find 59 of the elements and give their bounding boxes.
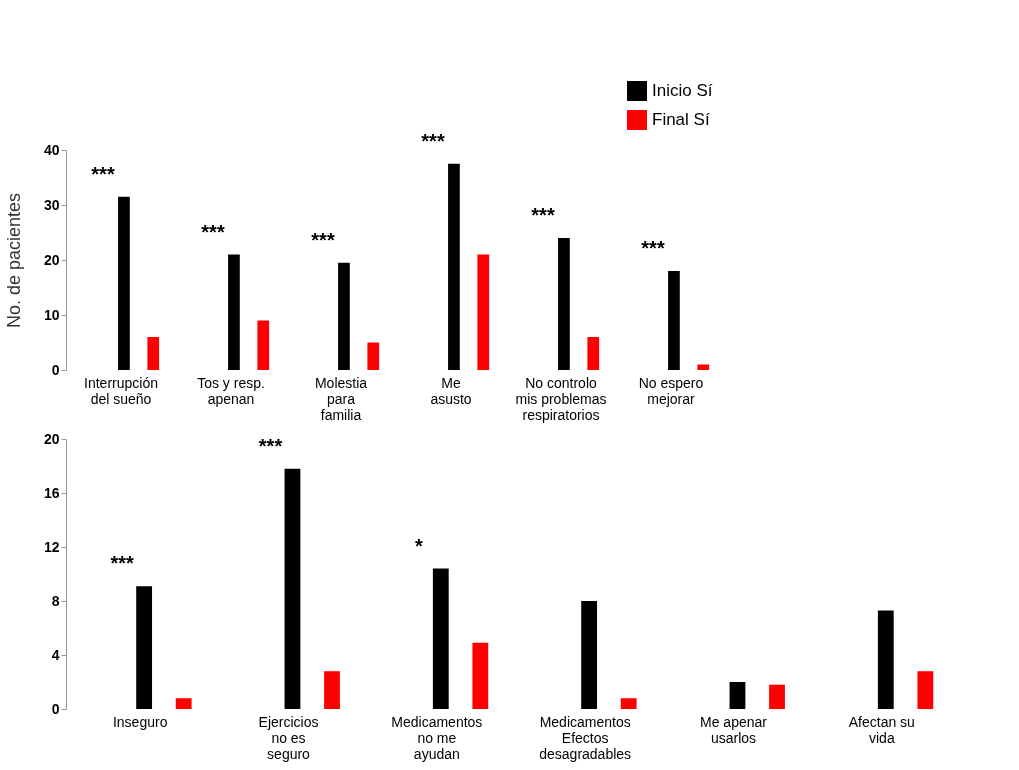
bar xyxy=(877,610,894,709)
bar xyxy=(729,682,746,709)
annotation: *** xyxy=(258,434,283,457)
bar xyxy=(668,271,680,370)
legend-label: Final Sí xyxy=(652,110,710,129)
legend-label: Inicio Sí xyxy=(652,81,713,100)
x-tick-label: Interrupción del sueño xyxy=(84,374,158,407)
y-tick-label: 12 xyxy=(43,538,60,555)
x-tick-label: No espero mejorar xyxy=(638,374,704,407)
y-axis-title: No. de pacientes xyxy=(3,192,24,329)
bar xyxy=(558,238,570,370)
y-tick-label: 30 xyxy=(43,196,60,213)
y-tick-label: 0 xyxy=(51,700,60,717)
x-tick-label: Molestia para familia xyxy=(314,374,368,423)
bar xyxy=(917,671,934,709)
y-tick-label: 8 xyxy=(51,592,60,609)
annotation: *** xyxy=(311,228,335,251)
x-tick-label: No controlo mis problemas respiratorios xyxy=(515,374,607,423)
x-tick-label: Me asusto xyxy=(430,374,472,407)
annotation: *** xyxy=(531,204,555,226)
y-tick-label: 10 xyxy=(43,306,60,323)
x-tick-label: Ejercicios no es seguro xyxy=(258,713,319,762)
bar xyxy=(338,262,350,370)
y-tick-label: 16 xyxy=(43,484,60,501)
annotation: * xyxy=(414,534,423,557)
x-tick-label: Medicamentos no me ayudan xyxy=(391,713,483,762)
bar xyxy=(136,586,153,709)
y-tick-label: 0 xyxy=(51,361,60,378)
bar xyxy=(228,254,240,370)
bar xyxy=(477,254,490,370)
bar xyxy=(257,320,270,370)
y-tick-label: 40 xyxy=(43,141,60,158)
y-tick-label: 20 xyxy=(43,251,60,268)
bar xyxy=(175,698,192,709)
x-tick-label: Me apenar usarlos xyxy=(700,713,768,746)
bar xyxy=(769,684,785,709)
annotation: *** xyxy=(641,237,665,259)
x-tick-label: Medicamentos Efectos desagradables xyxy=(539,713,632,762)
bar xyxy=(448,163,460,370)
y-tick-label: 20 xyxy=(43,430,60,447)
bar xyxy=(432,568,449,709)
bar xyxy=(620,698,637,709)
annotation: *** xyxy=(91,162,115,185)
bar xyxy=(324,671,340,709)
bar xyxy=(147,337,160,370)
bar xyxy=(472,642,489,709)
x-tick-label: Tos y resp. apenan xyxy=(197,374,265,407)
bar xyxy=(367,342,380,370)
bar xyxy=(587,337,600,370)
x-tick-label: Afectan su vida xyxy=(848,713,915,746)
annotation: *** xyxy=(421,129,445,152)
x-tick-label: Inseguro xyxy=(112,713,168,730)
bar xyxy=(118,196,130,370)
bar xyxy=(697,364,710,370)
bar xyxy=(284,468,301,709)
annotation: *** xyxy=(201,220,225,243)
bar xyxy=(581,601,598,709)
y-tick-label: 4 xyxy=(51,646,60,663)
annotation: *** xyxy=(110,552,135,575)
